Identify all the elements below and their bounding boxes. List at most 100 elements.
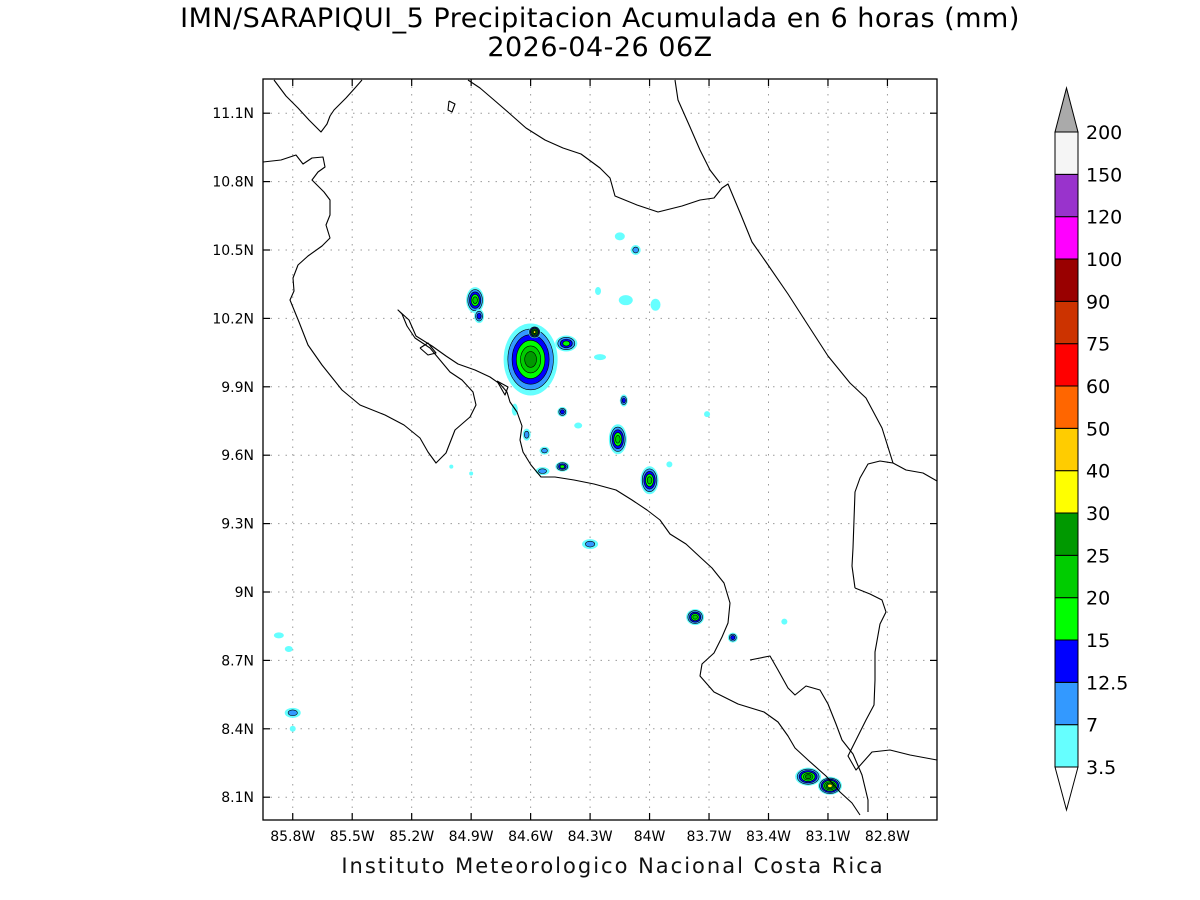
precip-contour-level-0 [449,464,454,469]
precip-cell [795,767,822,786]
map-credit: Instituto Meteorologico Nacional Costa R… [341,854,885,878]
precip-cell [469,471,474,476]
lat-tick-label: 10.2N [212,311,254,327]
lat-tick-label: 9.6N [221,448,254,464]
precip-contour-level-1 [524,430,530,439]
precip-cell [522,428,531,441]
colorbar-swatch [1054,131,1079,175]
colorbar-label: 12.5 [1086,672,1128,694]
colorbar-swatch [1054,343,1079,387]
colorbar-label: 15 [1086,630,1110,652]
precip-cell [466,287,485,314]
precip-contour-level-1 [287,709,298,717]
precip-cell [594,354,606,361]
precip-contour-level-0 [650,298,661,311]
coastline-pacific [263,154,861,816]
precip-cell [555,461,570,472]
precip-contour-level-1 [632,246,639,254]
precip-cell [535,467,550,476]
precip-contour-level-0 [284,646,293,652]
map-axis-ticks: 85.8W 85.5W 85.2W 84.9W 84.6W 84.3W 84W 83.7W 83… [212,79,937,845]
precip-cell [474,309,485,324]
precip-cell [557,406,568,417]
precip-cell [640,466,659,495]
colorbar-label: 3.5 [1086,757,1116,779]
precip-contour-level-0 [594,354,606,361]
lon-tick-label: 84.6W [508,829,553,845]
river-border-north [496,380,509,396]
coastline-osa-gulf [749,655,869,812]
lon-tick-label: 85.2W [389,829,434,845]
lon-tick-label: 82.8W [865,829,910,845]
precip-contour-level-4 [692,614,698,620]
colorbar-swatch [1054,427,1079,472]
precip-cell [273,632,284,639]
precip-cell [650,298,661,311]
precip-cell [539,446,550,455]
colorbar-swatch [1054,597,1079,641]
lat-tick-label: 8.4N [221,722,254,738]
lat-tick-label: 10.8N [212,175,254,191]
lat-tick-label: 9.9N [221,380,254,396]
precip-contour-level-0 [289,725,296,732]
colorbar-swatch [1054,385,1079,429]
colorbar-label: 120 [1086,207,1122,229]
coastline-panama-south [847,587,937,771]
precip-contour-level-5 [805,774,812,779]
colorbar-label: 150 [1086,164,1122,186]
colorbar: 3.5 7 12.5 15 20 25 30 40 50 60 75 90 100 120 150 200 [1054,86,1128,812]
lon-tick-label: 83.1W [805,829,850,845]
precip-cell [284,707,301,718]
colorbar-label: 100 [1086,249,1122,271]
coastlines [263,79,937,816]
precip-cell [619,394,628,407]
precip-contour-level-1 [585,540,596,548]
precip-contour-level-6 [827,783,833,788]
precip-contour-level-6 [533,330,537,334]
map-gridlines [263,79,937,820]
colorbar-swatch [1054,258,1079,302]
precip-cell [686,609,705,626]
lat-tick-label: 11.1N [212,106,254,122]
colorbar-swatch [1054,216,1079,260]
lat-tick-label: 9.3N [221,517,254,533]
colorbar-swatch [1054,300,1079,345]
colorbar-label: 7 [1086,715,1098,737]
precip-contour-level-4 [615,435,621,444]
colorbar-swatch [1054,639,1079,683]
precip-cell [727,632,738,643]
island-ometepe [447,100,456,113]
precip-cell [449,464,454,469]
precip-cell [817,776,842,795]
colorbar-label: 25 [1086,545,1110,567]
precip-contour-level-3 [562,340,571,347]
colorbar-label: 60 [1086,376,1110,398]
map-valid-time: 2026-04-26 06Z [487,32,713,63]
lon-tick-label: 84W [634,829,666,845]
colorbar-label: 200 [1086,122,1122,144]
precip-cell [630,245,641,255]
lon-tick-label: 83.4W [746,829,791,845]
colorbar-label: 75 [1086,334,1110,356]
precip-contour-level-0 [595,287,602,296]
map-title: IMN/SARAPIQUI_5 Precipitacion Acumulada … [180,3,1020,34]
precip-cell [595,287,602,296]
colorbar-label: 50 [1086,418,1110,440]
precip-contour-level-2 [476,312,482,320]
lat-tick-label: 9N [235,585,254,601]
colorbar-label: 90 [1086,291,1110,313]
colorbar-label: 40 [1086,461,1110,483]
colorbar-swatch [1054,173,1079,218]
precip-cell [781,618,788,625]
lat-tick-label: 8.1N [221,790,254,806]
precip-cell [503,323,558,396]
colorbar-swatch [1054,554,1079,599]
precip-cell [666,461,673,468]
lon-tick-label: 83.7W [687,829,732,845]
precip-contour-level-0 [666,461,673,468]
precip-contour-level-0 [469,471,474,476]
precip-contour-level-3 [559,464,565,469]
precip-cell [618,295,633,306]
precip-cell [555,335,578,352]
